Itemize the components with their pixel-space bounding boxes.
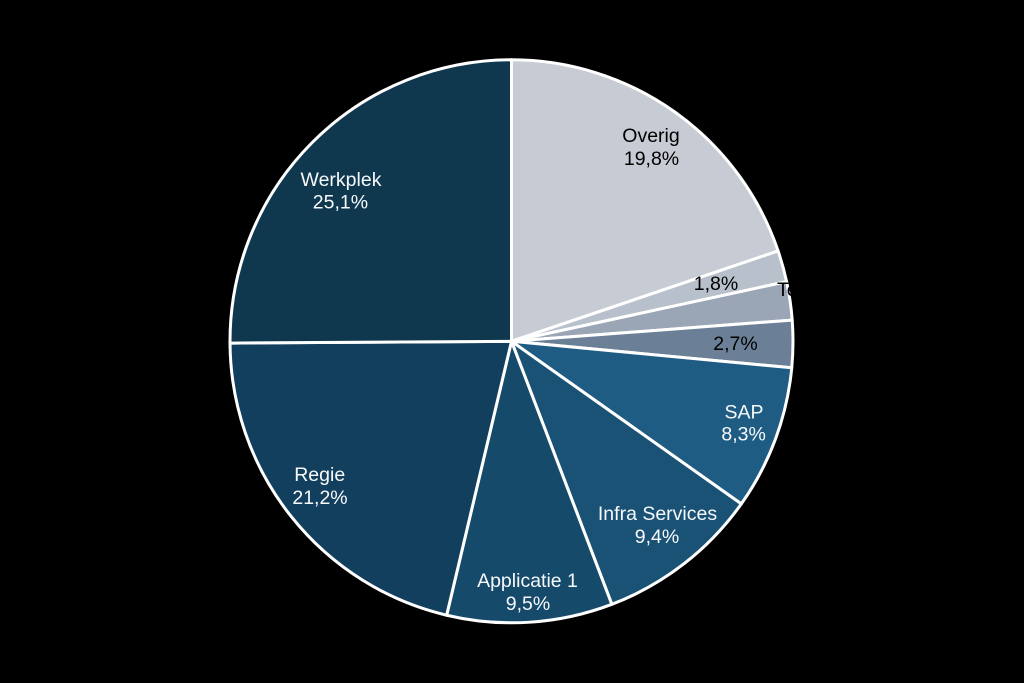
svg-text:8,3%: 8,3% xyxy=(721,424,765,446)
svg-text:Werkplek: Werkplek xyxy=(301,169,382,191)
svg-text:2,7%: 2,7% xyxy=(713,333,757,355)
svg-text:25,1%: 25,1% xyxy=(313,192,368,214)
svg-text:9,4%: 9,4% xyxy=(635,526,679,548)
svg-text:Infra Services: Infra Services xyxy=(598,503,717,525)
svg-text:9,5%: 9,5% xyxy=(506,593,550,615)
svg-text:19,8%: 19,8% xyxy=(624,148,679,170)
svg-text:Telefonie: Telefonie xyxy=(777,279,855,301)
svg-text:21,2%: 21,2% xyxy=(292,487,347,509)
svg-text:1,8%: 1,8% xyxy=(694,273,738,295)
svg-text:Overig: Overig xyxy=(622,125,679,147)
svg-text:Applicatie 1: Applicatie 1 xyxy=(477,570,578,592)
svg-text:Regie: Regie xyxy=(294,464,345,486)
svg-text:SAP: SAP xyxy=(724,402,763,424)
